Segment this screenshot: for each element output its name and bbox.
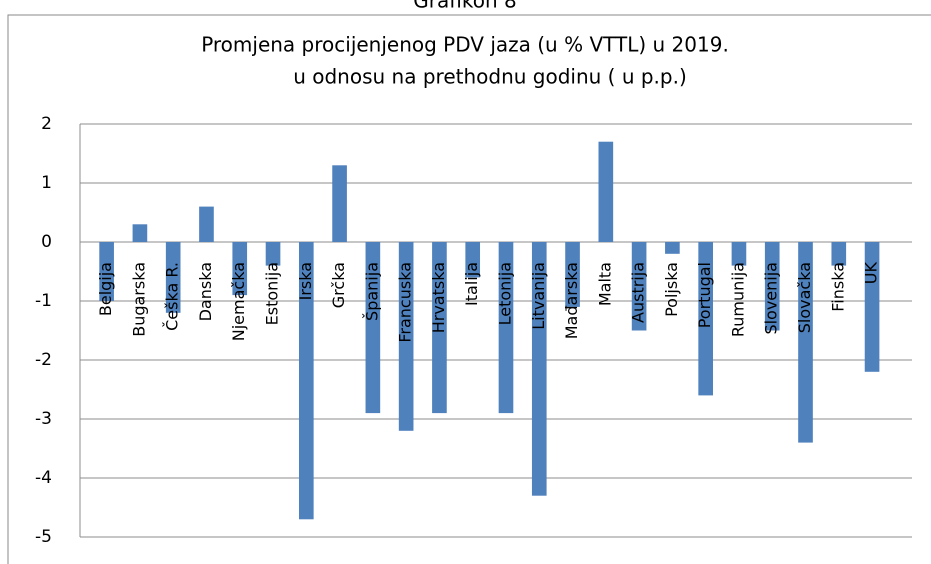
bar	[598, 141, 614, 242]
bar	[298, 242, 314, 520]
x-tick-label: Bugarska	[129, 262, 148, 337]
x-tick-label: Slovenija	[762, 262, 781, 335]
bar	[864, 242, 880, 372]
x-tick-label: Finska	[828, 262, 847, 312]
bar	[332, 165, 347, 242]
x-tick-label: Litvanija	[529, 262, 548, 330]
bar	[265, 242, 281, 266]
bar	[132, 224, 148, 242]
y-tick-label: -4	[35, 468, 52, 488]
x-tick-label: Španija	[362, 262, 381, 321]
bar	[199, 206, 214, 242]
x-tick-label: Austrija	[629, 262, 648, 323]
x-tick-label: UK	[862, 261, 881, 284]
x-tick-label: Irska	[296, 262, 315, 300]
bar	[565, 242, 580, 307]
y-tick-label: -1	[35, 291, 52, 311]
x-tick-label: Malta	[595, 262, 614, 306]
bar	[764, 242, 780, 331]
x-tick-label: Italija	[462, 262, 481, 306]
y-tick-label: -3	[35, 409, 52, 429]
x-tick-label: Hrvatska	[429, 262, 448, 333]
y-tick-label: -5	[35, 527, 52, 547]
x-tick-label: Češka R.	[163, 262, 182, 331]
y-tick-label: 2	[41, 114, 52, 134]
x-tick-label: Grčka	[329, 262, 348, 308]
bar	[698, 242, 713, 396]
bar	[631, 242, 647, 331]
bar	[365, 242, 381, 414]
chart-title: u odnosu na prethodnu godinu ( u p.p.)	[293, 65, 687, 89]
y-tick-label: -2	[35, 350, 52, 370]
bar	[665, 242, 680, 254]
bar	[831, 242, 847, 266]
bar	[432, 242, 447, 414]
page-heading: Grafikon 8	[413, 0, 516, 13]
bar	[798, 242, 813, 443]
x-tick-label: Belgija	[96, 262, 115, 316]
bar	[232, 242, 248, 296]
chart-frame	[7, 14, 931, 564]
x-tick-label: Poljska	[662, 262, 681, 317]
bar	[731, 242, 747, 266]
x-tick-label: Rumunija	[728, 262, 747, 337]
bar	[531, 242, 547, 496]
bar	[398, 242, 414, 431]
bar	[498, 242, 514, 414]
x-tick-label: Danska	[196, 262, 215, 321]
chart-title: Promjena procijenjenog PDV jaza (u % VTT…	[201, 33, 729, 57]
x-tick-label: Francuska	[396, 262, 415, 343]
y-tick-label: 1	[41, 173, 52, 193]
x-tick-label: Letonija	[495, 262, 514, 325]
bar	[165, 242, 181, 313]
x-tick-label: Estonija	[263, 262, 282, 325]
x-tick-label: Slovačka	[795, 262, 814, 333]
x-tick-label: Njemačka	[229, 262, 248, 341]
bar	[99, 242, 114, 301]
bar	[465, 242, 481, 278]
y-tick-label: 0	[41, 232, 52, 252]
x-tick-label: Mađarska	[562, 262, 581, 339]
x-tick-label: Portugal	[695, 262, 714, 328]
